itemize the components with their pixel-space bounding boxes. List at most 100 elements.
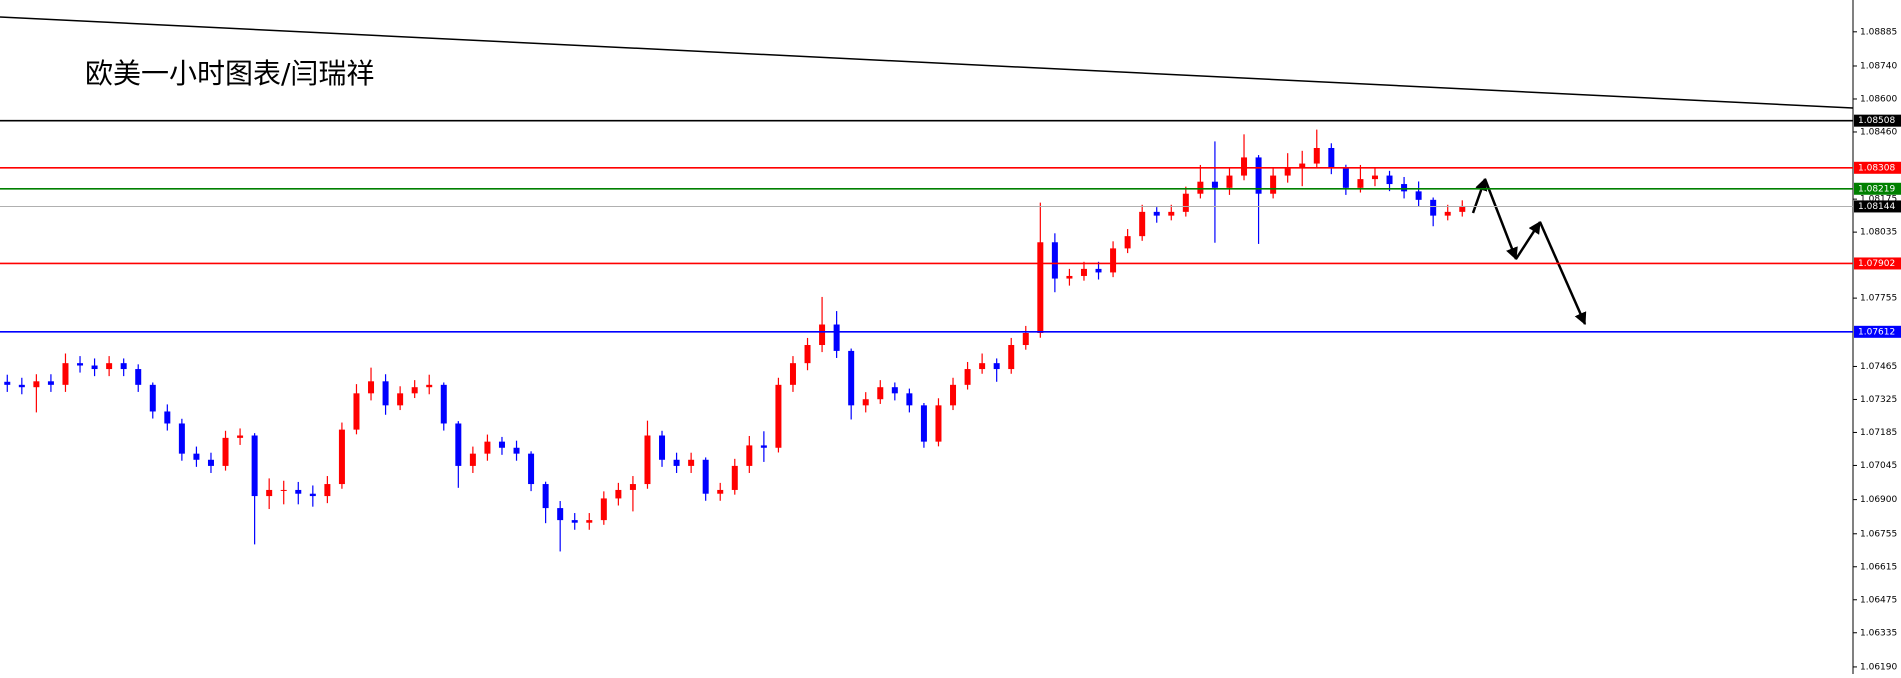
candle-body — [1226, 175, 1233, 188]
candle-body — [629, 484, 636, 490]
candle-body — [338, 429, 345, 485]
plot-area — [0, 0, 1853, 674]
candle-body — [222, 437, 229, 466]
candle-body — [295, 489, 302, 494]
y-tick-label: 1.07325 — [1860, 395, 1897, 405]
candle-body — [731, 465, 738, 490]
candle-body — [1008, 345, 1015, 370]
candle-body — [513, 447, 520, 454]
y-tick-label: 1.08885 — [1860, 27, 1897, 37]
y-tick-label: 1.06615 — [1860, 562, 1897, 572]
candle-body — [193, 453, 200, 460]
candle-body — [1182, 193, 1189, 212]
candle-body — [1357, 179, 1364, 188]
candle-body — [411, 387, 418, 394]
candle-body — [164, 411, 171, 424]
candle-body — [1401, 184, 1408, 192]
candle-body — [586, 520, 593, 523]
candle-body — [920, 405, 927, 442]
candle-body — [149, 384, 156, 412]
candle-body — [775, 384, 782, 448]
price-level-label: 1.08508 — [1858, 116, 1895, 126]
candle-body — [906, 393, 913, 406]
candle-body — [440, 384, 447, 424]
candle-body — [717, 489, 724, 494]
candle-body — [77, 363, 84, 366]
candle-body — [1270, 175, 1277, 194]
candle-body — [964, 369, 971, 385]
candle-body — [353, 393, 360, 430]
arrow — [1483, 178, 1518, 261]
price-level-label: 1.08219 — [1858, 184, 1895, 194]
y-tick-label: 1.08175 — [1860, 195, 1897, 205]
candle-body — [207, 459, 214, 466]
price-level-box — [1854, 257, 1901, 270]
candle-body — [1168, 211, 1175, 216]
candle-body — [4, 381, 11, 385]
candle-body — [1299, 163, 1306, 168]
price-level-label: 1.07902 — [1858, 259, 1895, 269]
y-tick-label: 1.08600 — [1860, 94, 1897, 104]
candle-body — [819, 324, 826, 346]
candle-body — [178, 423, 185, 454]
candle-body — [266, 489, 273, 497]
candle-body — [1415, 191, 1422, 200]
candle-body — [18, 384, 25, 388]
candle-body — [702, 459, 709, 494]
candle-body — [760, 445, 767, 448]
candle-body — [368, 381, 375, 394]
y-tick-label: 1.08740 — [1860, 61, 1897, 71]
candle-body — [1313, 147, 1320, 164]
candle-body — [1444, 211, 1451, 216]
candle-body — [1110, 248, 1117, 273]
candle-body — [1124, 236, 1131, 249]
y-tick-label: 1.06900 — [1860, 495, 1897, 505]
candle-body — [993, 363, 1000, 370]
candle-body — [891, 387, 898, 394]
price-level-box — [1854, 182, 1901, 195]
candle-body — [135, 369, 142, 385]
price-level-box — [1854, 325, 1901, 338]
candle-body — [528, 453, 535, 485]
arrow — [1514, 220, 1542, 260]
candle-body — [106, 363, 113, 370]
candle-body — [1153, 211, 1160, 216]
candle-body — [1066, 275, 1073, 279]
candle-body — [91, 365, 98, 370]
candle-body — [1241, 157, 1248, 176]
candle-body — [324, 484, 331, 497]
candle-body — [659, 435, 666, 460]
candle-body — [615, 489, 622, 499]
candle-body — [644, 435, 651, 485]
y-tick-label: 1.06755 — [1860, 529, 1897, 539]
candle-body — [1197, 181, 1204, 194]
candle-body — [120, 363, 127, 370]
price-level-box — [1854, 114, 1901, 127]
trend-line — [0, 16, 1854, 109]
arrow — [1538, 221, 1587, 326]
candle-body — [950, 384, 957, 406]
candle-body — [1371, 175, 1378, 180]
candle-body — [1386, 175, 1393, 185]
price-level-box — [1854, 161, 1901, 174]
y-tick-label: 1.06475 — [1860, 595, 1897, 605]
candle-body — [1284, 167, 1291, 176]
candle-body — [833, 324, 840, 351]
candle-body — [382, 381, 389, 406]
candle-body — [309, 493, 316, 497]
y-tick-label: 1.08460 — [1860, 127, 1897, 137]
price-level-label: 1.08144 — [1858, 202, 1895, 212]
candle-body — [935, 405, 942, 442]
price-level-label: 1.07612 — [1858, 327, 1895, 337]
price-level-label: 1.08308 — [1858, 163, 1895, 173]
candle-body — [47, 381, 54, 385]
candle-body — [237, 435, 244, 438]
chart-title: 欧美一小时图表/闫瑞祥 — [85, 57, 374, 90]
candle-body — [62, 363, 69, 385]
candle-body — [877, 387, 884, 400]
candle-body — [1255, 157, 1262, 194]
candle-body — [1139, 211, 1146, 237]
candle-body — [1022, 332, 1029, 346]
candle-body — [1211, 181, 1218, 188]
